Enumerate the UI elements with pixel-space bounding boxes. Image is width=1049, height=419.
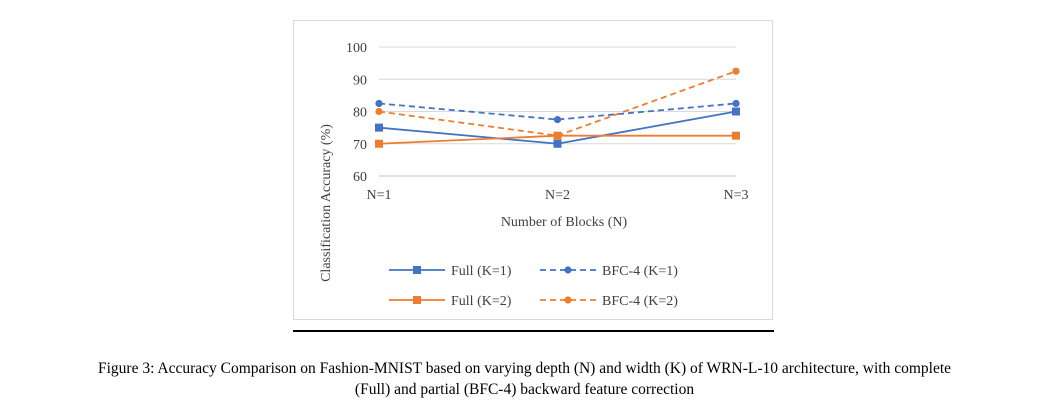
x-tick-label: N=2 <box>545 188 570 203</box>
x-axis-label: Number of Blocks (N) <box>501 215 628 230</box>
data-point <box>375 139 383 148</box>
caption-rule <box>293 330 774 332</box>
legend-marker <box>564 266 572 274</box>
legend-item: Full (K=2) <box>389 294 512 309</box>
data-point <box>553 115 562 124</box>
legend-marker <box>413 296 421 304</box>
legend: Full (K=1) Full (K=2) BFC-4 (K=1) BFC-4 (K=… <box>389 264 678 309</box>
gridlines <box>379 46 736 177</box>
legend-label: Full (K=2) <box>451 294 512 309</box>
y-tick-label: 60 <box>353 170 367 185</box>
x-tick-label: N=3 <box>723 188 748 203</box>
series-lines <box>375 67 740 148</box>
series-line <box>378 70 737 137</box>
y-tick-label: 70 <box>353 138 367 153</box>
caption-line-1: Figure 3: Accuracy Comparison on Fashion… <box>97 360 952 377</box>
data-point <box>375 107 383 116</box>
data-point <box>732 107 740 116</box>
legend-item: BFC-4 (K=1) <box>540 264 678 279</box>
legend-label: BFC-4 (K=2) <box>602 294 678 309</box>
y-tick-labels: 60 70 80 90 100 <box>346 41 367 185</box>
series-bfc-4-k-2 <box>375 67 740 140</box>
data-point <box>732 131 740 140</box>
line-chart: 60 70 80 90 100 N=1 N=2 N=3 Number of Blocks (… <box>319 41 749 309</box>
y-tick-label: 90 <box>353 73 367 88</box>
legend-label: Full (K=1) <box>451 264 512 279</box>
chart-frame: 60 70 80 90 100 N=1 N=2 N=3 Number of Blocks (… <box>293 20 773 320</box>
y-tick-label: 100 <box>346 41 367 56</box>
figure-caption: Figure 3: Accuracy Comparison on Fashion… <box>20 358 1029 400</box>
data-point <box>553 139 562 148</box>
series-bfc-4-k-1 <box>375 99 740 124</box>
legend-item: Full (K=1) <box>389 264 512 279</box>
legend-label: BFC-4 (K=1) <box>602 264 678 279</box>
legend-item: BFC-4 (K=2) <box>540 294 678 309</box>
x-tick-labels: N=1 N=2 N=3 <box>366 188 748 203</box>
y-tick-label: 80 <box>353 106 367 121</box>
y-axis-label: Classification Accuracy (%) <box>319 124 334 282</box>
legend-marker <box>413 266 421 274</box>
data-point <box>732 67 740 75</box>
data-point <box>553 132 562 140</box>
legend-marker <box>564 296 572 304</box>
caption-line-2: (Full) and partial (BFC-4) backward feat… <box>354 381 695 398</box>
data-point <box>732 99 740 108</box>
x-tick-label: N=1 <box>366 188 391 203</box>
data-point <box>375 99 383 108</box>
series-full-k-1 <box>375 107 740 148</box>
data-point <box>375 123 383 132</box>
